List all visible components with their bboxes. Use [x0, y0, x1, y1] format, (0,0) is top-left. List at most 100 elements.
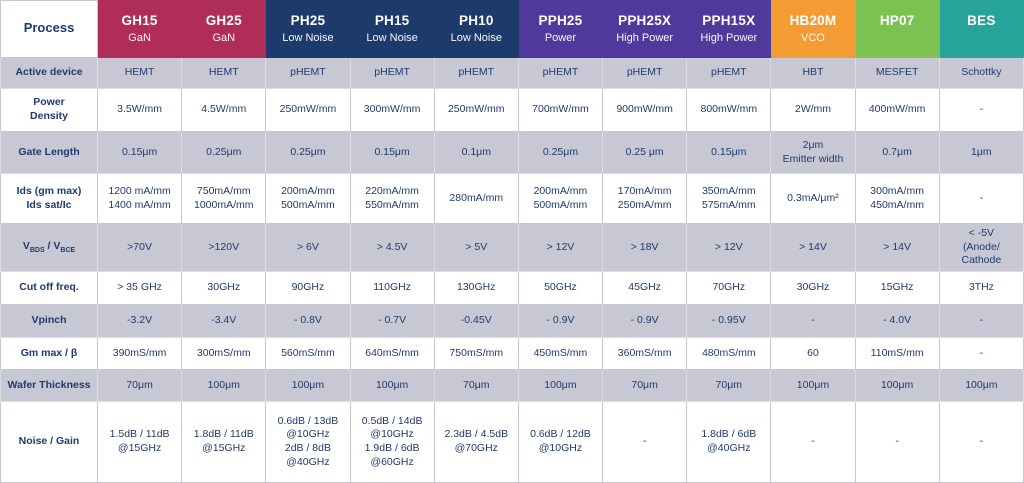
table-cell: pHEMT — [602, 57, 688, 89]
table-cell: 390mS/mm — [96, 337, 183, 370]
table-cell: 360mS/mm — [602, 337, 688, 370]
table-cell: >70V — [96, 223, 183, 272]
column-header-hp07: HP07 — [854, 0, 940, 58]
table-row: Noise / Gain 1.5dB / 11dB @15GHz 1.8dB / 1… — [0, 401, 1024, 483]
table-cell: 250mW/mm — [265, 88, 351, 132]
table-cell: 0.1μm — [433, 131, 519, 174]
row-label: Gm max / β — [0, 337, 98, 370]
row-label-text: / V — [44, 239, 61, 252]
table-row: Vpinch -3.2V -3.4V - 0.8V - 0.7V -0.45V - 0.9V… — [0, 304, 1024, 338]
table-cell: - 4.0V — [854, 304, 940, 338]
table-row: Gate Length 0.15μm 0.25μm 0.25μm 0.15μm 0.1μm… — [0, 131, 1024, 174]
table-cell: 0.7μm — [854, 131, 940, 174]
table-cell: 0.6dB / 12dB @10GHz — [517, 401, 604, 483]
table-cell: 70μm — [686, 369, 772, 402]
row-label-subscript: BDS — [29, 247, 45, 254]
column-header-pph25: PPH25 Power — [517, 0, 604, 58]
table-cell: 560mS/mm — [265, 337, 351, 370]
table-cell: 1.8dB / 11dB @15GHz — [181, 401, 267, 483]
table-cell: 0.25 μm — [602, 131, 688, 174]
table-cell: 110GHz — [349, 271, 435, 305]
table-cell: 200mA/mm 500mA/mm — [265, 173, 351, 224]
table-cell: 1μm — [938, 131, 1024, 174]
table-cell: 70μm — [96, 369, 183, 402]
table-cell: 300mW/mm — [349, 88, 435, 132]
table-cell: - — [770, 401, 856, 483]
table-row: Ids (gm max) Ids sat/Ic 1200 mA/mm 1400 m… — [0, 173, 1024, 224]
table-cell: 0.5dB / 14dB @10GHz 1.9dB / 6dB @60GHz — [349, 401, 435, 483]
table-cell: 200mA/mm 500mA/mm — [517, 173, 604, 224]
table-cell: < -5V (Anode/ Cathode — [938, 223, 1024, 272]
row-label-text: V — [22, 239, 30, 252]
table-cell: HBT — [770, 57, 856, 89]
column-title: HB20M — [789, 13, 837, 28]
row-label: Vpinch — [0, 304, 98, 338]
table-cell: 350mA/mm 575mA/mm — [686, 173, 772, 224]
table-cell: 0.15μm — [349, 131, 435, 174]
table-cell: 640mS/mm — [349, 337, 435, 370]
column-subtitle: GaN — [212, 31, 236, 44]
table-cell: 2μm Emitter width — [770, 131, 856, 174]
table-cell: pHEMT — [517, 57, 604, 89]
column-subtitle: Low Noise — [450, 31, 502, 44]
table-row: Active device HEMT HEMT pHEMT pHEMT pHEMT pHEM… — [0, 57, 1024, 89]
table-cell: 170mA/mm 250mA/mm — [602, 173, 688, 224]
table-cell: - — [938, 304, 1024, 338]
table-cell: - 0.9V — [517, 304, 604, 338]
column-header-ph25: PH25 Low Noise — [265, 0, 351, 58]
table-cell: 45GHz — [602, 271, 688, 305]
table-cell: - — [938, 337, 1024, 370]
table-cell: >120V — [181, 223, 267, 272]
table-cell: 4.5W/mm — [181, 88, 267, 132]
table-cell: -3.4V — [181, 304, 267, 338]
table-cell: - 0.8V — [265, 304, 351, 338]
table-cell: > 4.5V — [349, 223, 435, 272]
table-cell: - — [602, 401, 688, 483]
table-cell: pHEMT — [265, 57, 351, 89]
table-cell: > 12V — [517, 223, 604, 272]
table-cell: 30GHz — [770, 271, 856, 305]
column-title: BES — [967, 13, 996, 28]
table-cell: - 0.95V — [686, 304, 772, 338]
table-cell: 15GHz — [854, 271, 940, 305]
column-header-hb20m: HB20M VCO — [770, 0, 856, 58]
table-cell: 100μm — [517, 369, 604, 402]
table-cell: > 14V — [770, 223, 856, 272]
table-cell: - — [770, 304, 856, 338]
column-subtitle: High Power — [700, 31, 758, 44]
table-cell: 90GHz — [265, 271, 351, 305]
table-cell: pHEMT — [433, 57, 519, 89]
table-cell: 60 — [770, 337, 856, 370]
table-cell: 1.8dB / 6dB @40GHz — [686, 401, 772, 483]
table-cell: 250mW/mm — [433, 88, 519, 132]
table-cell: 50GHz — [517, 271, 604, 305]
row-label-subscript: BCE — [60, 247, 76, 254]
table-cell: 480mS/mm — [686, 337, 772, 370]
column-subtitle: Low Noise — [282, 31, 334, 44]
column-title: HP07 — [879, 13, 915, 28]
row-label: VBDS / VBCE — [0, 223, 98, 272]
table-cell: 1.5dB / 11dB @15GHz — [96, 401, 183, 483]
table-cell: 70μm — [602, 369, 688, 402]
column-header-pph15x: PPH15X High Power — [686, 0, 772, 58]
table-cell: 100μm — [181, 369, 267, 402]
row-label: Cut off freq. — [0, 271, 98, 305]
table-cell: 280mA/mm — [433, 173, 519, 224]
table-row: Gm max / β 390mS/mm 300mS/mm 560mS/mm 640mS/… — [0, 337, 1024, 370]
table-cell: 100μm — [854, 369, 940, 402]
table-cell: 3.5W/mm — [96, 88, 183, 132]
table-cell: 300mA/mm 450mA/mm — [854, 173, 940, 224]
table-cell: 0.15μm — [96, 131, 183, 174]
table-cell: > 35 GHz — [96, 271, 183, 305]
row-label: Gate Length — [0, 131, 98, 174]
column-subtitle: Power — [544, 31, 577, 44]
table-row: Cut off freq. > 35 GHz 30GHz 90GHz 110GHz 130… — [0, 271, 1024, 305]
table-cell: 0.25μm — [181, 131, 267, 174]
column-header-ph15: PH15 Low Noise — [349, 0, 435, 58]
table-row: Wafer Thickness 70μm 100μm 100μm 100μm 70μm 10… — [0, 369, 1024, 402]
column-title: PPH25 — [538, 13, 583, 28]
column-title: PH10 — [458, 13, 494, 28]
row-label: Noise / Gain — [0, 401, 98, 483]
table-cell: HEMT — [96, 57, 183, 89]
corner-cell-process: Process — [0, 0, 98, 58]
